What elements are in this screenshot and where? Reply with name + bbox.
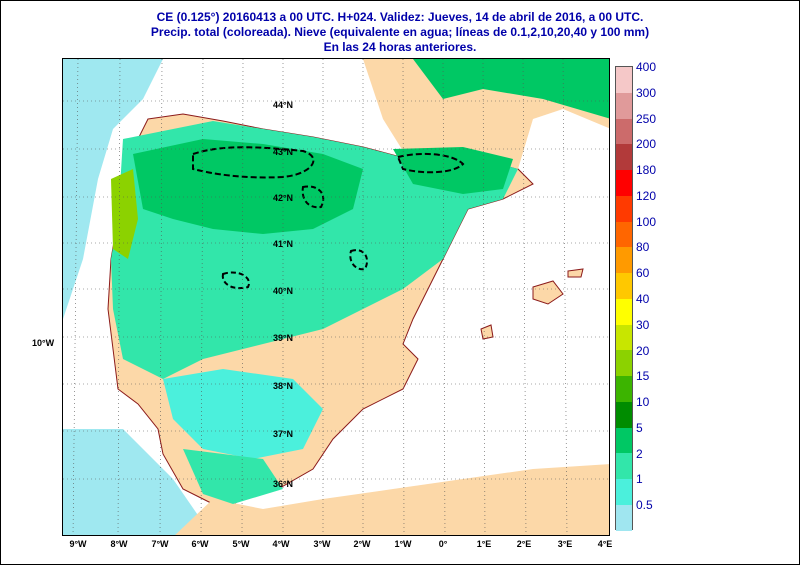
legend-swatch — [616, 92, 632, 119]
legend-level-label: 120 — [636, 188, 657, 203]
atlantic-precip-area — [63, 59, 163, 319]
southwest-precip-area — [63, 429, 212, 535]
legend-swatch — [616, 273, 632, 299]
x-tick-label: 9°W — [69, 539, 87, 549]
legend-swatch — [616, 505, 632, 531]
legend-swatch — [616, 479, 632, 506]
legend-swatch — [616, 221, 632, 248]
graticule — [63, 59, 609, 535]
precip-pyrenees-green — [393, 147, 513, 194]
lat-label-36: 36°N — [272, 479, 294, 489]
legend-level-label: 10 — [636, 395, 650, 410]
lat-label-38: 38°N — [272, 381, 294, 391]
lat-label-37: 37°N — [272, 429, 294, 439]
legend-level-label: 15 — [636, 369, 650, 384]
precip-color-legend — [615, 66, 633, 531]
lat-label-39: 39°N — [272, 333, 294, 343]
title-line-2: Precip. total (coloreada). Nieve (equiva… — [150, 25, 650, 39]
legend-swatch — [616, 247, 632, 274]
legend-level-label: 200 — [636, 137, 657, 152]
title-line-1: CE (0.125°) 20160413 a 00 UTC. H+024. Va… — [156, 10, 644, 24]
lat-label-42: 42°N — [272, 193, 294, 203]
legend-swatch — [616, 298, 632, 325]
legend-level-label: 60 — [636, 266, 650, 281]
legend-swatch — [616, 324, 632, 351]
legend-level-label: 250 — [636, 111, 657, 126]
legend-swatch — [616, 453, 632, 480]
precipitation-map — [62, 58, 610, 536]
x-tick-label: 2°E — [516, 539, 532, 549]
legend-level-label: 0.5 — [636, 498, 653, 513]
snow-contour-east — [349, 249, 369, 271]
x-tick-label: 0° — [438, 539, 448, 549]
x-tick-label: 5°W — [232, 539, 250, 549]
x-tick-label: 1°W — [394, 539, 412, 549]
x-tick-label: 1°E — [476, 539, 492, 549]
lat-label-41: 41°N — [272, 239, 294, 249]
x-tick-label: 3°E — [557, 539, 573, 549]
legend-swatch — [616, 67, 632, 93]
legend-swatch — [616, 350, 632, 377]
x-tick-label: 4°E — [597, 539, 613, 549]
legend-level-label: 40 — [636, 292, 650, 306]
snow-contour-iberian — [301, 185, 325, 209]
snow-contour-central — [221, 271, 250, 290]
legend-level-label: 400 — [636, 60, 657, 74]
snow-contour-cantabrian — [192, 146, 315, 179]
legend-swatch — [616, 401, 632, 428]
balearic-menorca — [567, 268, 584, 278]
legend-level-label: 80 — [636, 240, 650, 255]
legend-swatch — [616, 170, 632, 196]
x-tick-label: 6°W — [191, 539, 209, 549]
legend-level-label: 20 — [636, 343, 650, 358]
precip-north-green — [133, 139, 363, 234]
x-tick-label: 3°W — [313, 539, 331, 549]
lat-label-40: 40°N — [272, 286, 294, 296]
legend-level-label: 5 — [636, 420, 643, 435]
legend-level-label: 180 — [636, 163, 657, 178]
snow-contour-pyrenees — [396, 152, 465, 174]
legend-level-label: 1 — [636, 472, 643, 487]
legend-level-label: 30 — [636, 317, 650, 332]
lat-label-44: 44°N — [272, 100, 294, 110]
legend-level-label: 2 — [636, 446, 643, 461]
legend-swatch — [616, 195, 632, 222]
north-africa-land — [175, 464, 609, 535]
legend-swatch — [616, 118, 632, 145]
outer-longitude-label: 10°W — [32, 338, 55, 348]
map-svg — [63, 59, 609, 535]
x-tick-label: 2°W — [353, 539, 371, 549]
x-tick-label: 8°W — [110, 539, 128, 549]
legend-swatch — [616, 376, 632, 402]
balearic-mallorca — [532, 280, 564, 305]
precip-south-cyan — [183, 449, 283, 504]
legend-swatch — [616, 427, 632, 454]
legend-level-label: 300 — [636, 85, 657, 100]
lat-label-43: 43°N — [272, 147, 294, 157]
x-tick-label: 4°W — [272, 539, 290, 549]
precip-galicia-yellowgreen — [111, 169, 138, 259]
legend-level-label: 100 — [636, 214, 657, 229]
x-tick-label: 7°W — [151, 539, 169, 549]
title-line-3: En las 24 horas anteriores. — [323, 40, 477, 54]
precip-france-green — [413, 59, 609, 119]
legend-swatch — [616, 144, 632, 171]
